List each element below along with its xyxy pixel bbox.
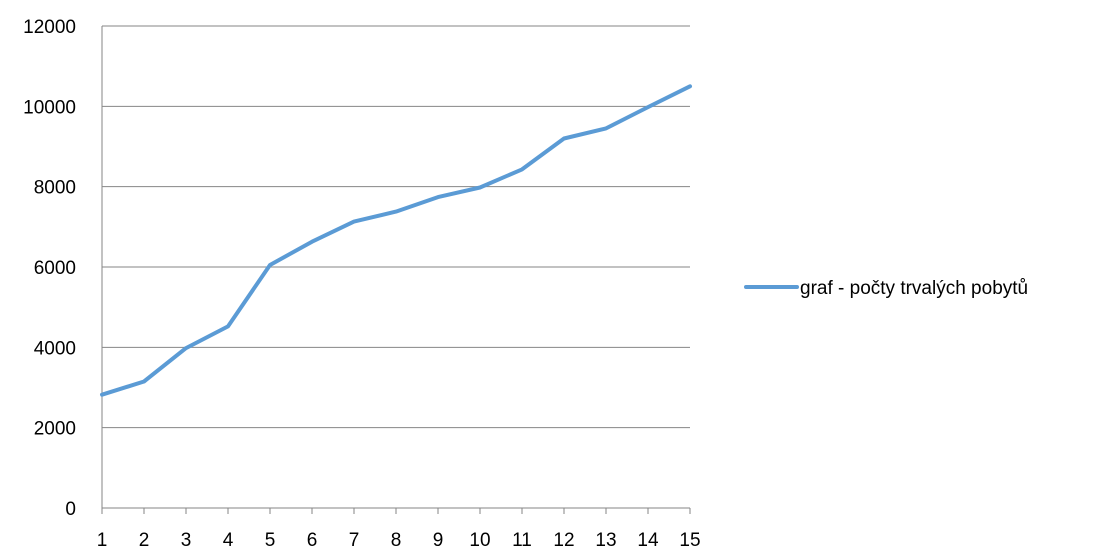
x-tick-label: 10 bbox=[469, 530, 490, 551]
gridlines bbox=[102, 25, 690, 429]
x-tick-label: 7 bbox=[349, 530, 360, 551]
y-tick-label: 6000 bbox=[34, 258, 76, 279]
x-tick-label: 8 bbox=[391, 530, 402, 551]
axes bbox=[101, 26, 691, 514]
y-tick-label: 10000 bbox=[23, 97, 76, 118]
legend: graf - počty trvalých pobytů bbox=[744, 278, 1028, 299]
series-line bbox=[100, 84, 692, 397]
series-lines bbox=[100, 84, 692, 397]
legend-label: graf - počty trvalých pobytů bbox=[800, 278, 1028, 299]
y-tick-label: 0 bbox=[65, 499, 76, 520]
y-axis-tick-labels: 0 2000 4000 6000 8000 10000 12000 bbox=[23, 17, 76, 520]
y-tick-label: 12000 bbox=[23, 17, 76, 38]
y-tick-label: 8000 bbox=[34, 178, 76, 199]
x-tick-label: 2 bbox=[139, 530, 150, 551]
x-tick-label: 13 bbox=[595, 530, 616, 551]
x-tick-label: 9 bbox=[433, 530, 444, 551]
x-tick-label: 12 bbox=[553, 530, 574, 551]
x-tick-label: 6 bbox=[307, 530, 318, 551]
x-tick-label: 1 bbox=[97, 530, 108, 551]
y-tick-label: 4000 bbox=[34, 338, 76, 359]
y-tick-label: 2000 bbox=[34, 419, 76, 440]
x-tick-label: 15 bbox=[679, 530, 700, 551]
x-axis-tick-labels: 1 2 3 4 5 6 7 8 9 10 11 12 13 14 15 bbox=[97, 530, 701, 551]
x-tick-label: 4 bbox=[223, 530, 234, 551]
x-tick-label: 5 bbox=[265, 530, 276, 551]
x-tick-label: 11 bbox=[512, 530, 532, 551]
x-tick-label: 14 bbox=[637, 530, 659, 551]
x-tick-label: 3 bbox=[181, 530, 192, 551]
